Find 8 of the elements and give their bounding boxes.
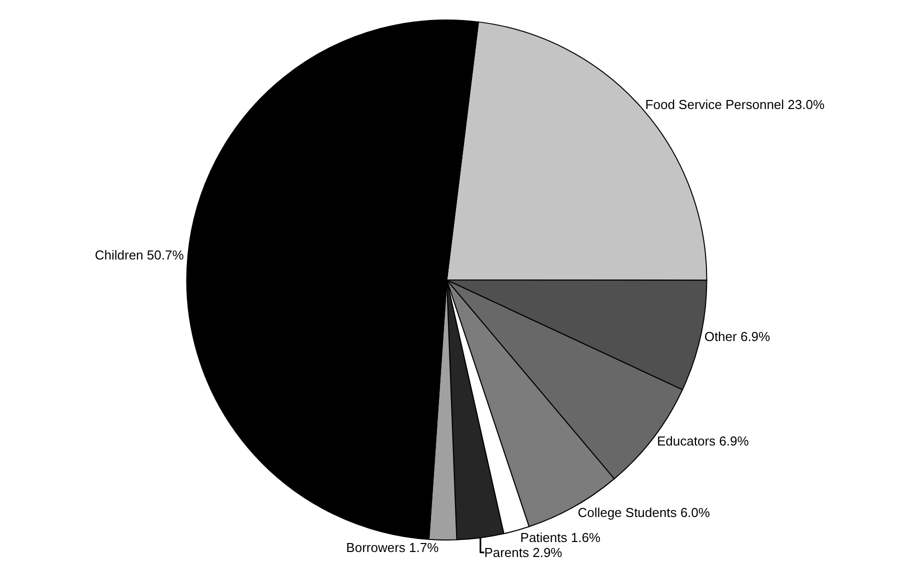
slice-label: Borrowers 1.7%	[346, 540, 440, 555]
slice-label: Other 6.9%	[704, 329, 771, 344]
slice-label: College Students 6.0%	[578, 504, 710, 520]
slice-label: Patients 1.6%	[520, 530, 601, 545]
slice-label: Children 50.7%	[94, 248, 184, 263]
slice-label: Educators 6.9%	[656, 433, 750, 448]
slice-label: Food Service Personnel 23.0%	[645, 97, 825, 112]
slice-label: Parents 2.9%	[484, 544, 563, 560]
